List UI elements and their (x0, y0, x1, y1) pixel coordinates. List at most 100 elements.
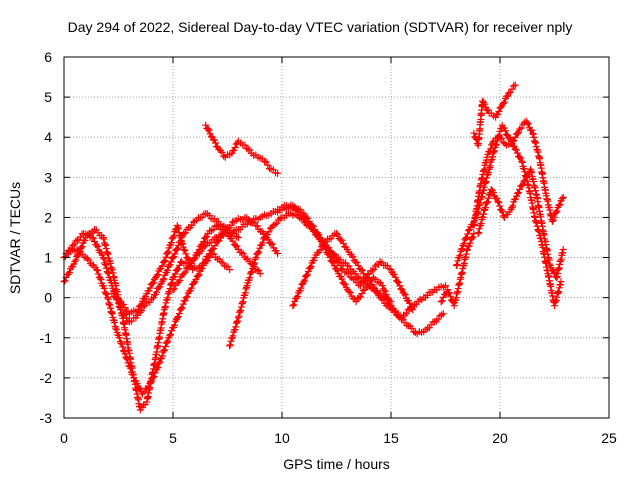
data-marker (517, 154, 525, 162)
data-marker (228, 334, 236, 342)
data-marker (506, 88, 514, 96)
data-marker (239, 250, 247, 258)
data-marker (456, 275, 464, 283)
data-marker (500, 98, 508, 106)
data-marker (298, 213, 306, 221)
data-marker (97, 231, 105, 239)
data-marker (136, 302, 144, 310)
data-marker (454, 257, 462, 265)
data-marker (232, 242, 240, 250)
data-marker (162, 253, 170, 261)
data-marker (258, 155, 266, 163)
data-marker (266, 224, 274, 232)
data-marker (70, 260, 78, 268)
data-marker (174, 265, 182, 273)
data-marker (418, 296, 426, 304)
data-marker (391, 273, 399, 281)
data-marker (255, 267, 263, 275)
data-marker (379, 296, 387, 304)
data-marker (78, 243, 86, 251)
data-marker (429, 318, 437, 326)
data-marker (505, 208, 513, 216)
data-marker (260, 235, 268, 243)
data-marker (476, 183, 484, 191)
data-marker (480, 98, 488, 106)
data-marker (202, 234, 210, 242)
y-tick-label: 3 (44, 169, 52, 185)
data-marker (369, 283, 377, 291)
data-marker (481, 100, 489, 108)
data-marker (153, 365, 161, 373)
data-marker (216, 147, 224, 155)
data-marker (161, 343, 169, 351)
data-marker (254, 215, 262, 223)
data-marker (516, 153, 524, 161)
data-marker (342, 284, 350, 292)
data-marker (488, 187, 496, 195)
data-marker (102, 245, 110, 253)
data-marker (112, 324, 120, 332)
data-marker (550, 213, 558, 221)
data-marker (246, 274, 254, 282)
data-marker (253, 222, 261, 230)
data-marker (72, 256, 80, 264)
data-marker (98, 251, 106, 259)
data-marker (164, 337, 172, 345)
data-marker (141, 401, 149, 409)
data-marker (170, 321, 178, 329)
data-marker (183, 225, 191, 233)
data-marker (339, 239, 347, 247)
x-tick-label: 25 (601, 430, 617, 446)
data-marker (174, 245, 182, 253)
series-track-n (437, 229, 478, 310)
data-marker (513, 149, 521, 157)
data-marker (220, 152, 228, 160)
data-marker (334, 231, 342, 239)
data-marker (466, 239, 474, 247)
data-marker (464, 230, 472, 238)
data-marker (104, 268, 112, 276)
data-marker (280, 201, 288, 209)
data-marker (403, 309, 411, 317)
series-track-l (470, 117, 567, 229)
data-marker (174, 313, 182, 321)
data-marker (226, 151, 234, 159)
series-track-g (226, 209, 417, 350)
data-marker (123, 355, 131, 363)
data-marker (94, 242, 102, 250)
data-marker (517, 124, 525, 132)
data-marker (178, 304, 186, 312)
data-marker (485, 169, 493, 177)
data-marker (160, 275, 168, 283)
tick-layer: 0 5 10 15 20 25 -3 -2 -1 0 1 2 3 4 5 6 (40, 49, 617, 446)
data-marker (194, 272, 202, 280)
data-marker (359, 286, 367, 294)
data-marker (122, 307, 130, 315)
data-marker (72, 237, 80, 245)
data-marker (328, 258, 336, 266)
data-marker (231, 144, 239, 152)
data-marker (250, 260, 258, 268)
data-marker (190, 279, 198, 287)
data-marker (181, 247, 189, 255)
data-marker (264, 161, 272, 169)
data-marker (468, 234, 476, 242)
data-point (173, 314, 181, 322)
data-marker (177, 305, 185, 313)
data-marker (556, 280, 564, 288)
data-marker (516, 185, 524, 193)
data-marker (469, 233, 477, 241)
data-marker (239, 141, 247, 149)
data-marker (207, 132, 215, 140)
data-marker (432, 317, 440, 325)
data-marker (229, 237, 237, 245)
data-marker (199, 244, 207, 252)
data-marker (67, 244, 75, 252)
data-marker (489, 188, 497, 196)
data-marker (495, 198, 503, 206)
data-marker (553, 207, 561, 215)
data-marker (496, 104, 504, 112)
data-marker (489, 112, 497, 120)
chart-title: Day 294 of 2022, Sidereal Day-to-day VTE… (67, 19, 573, 35)
